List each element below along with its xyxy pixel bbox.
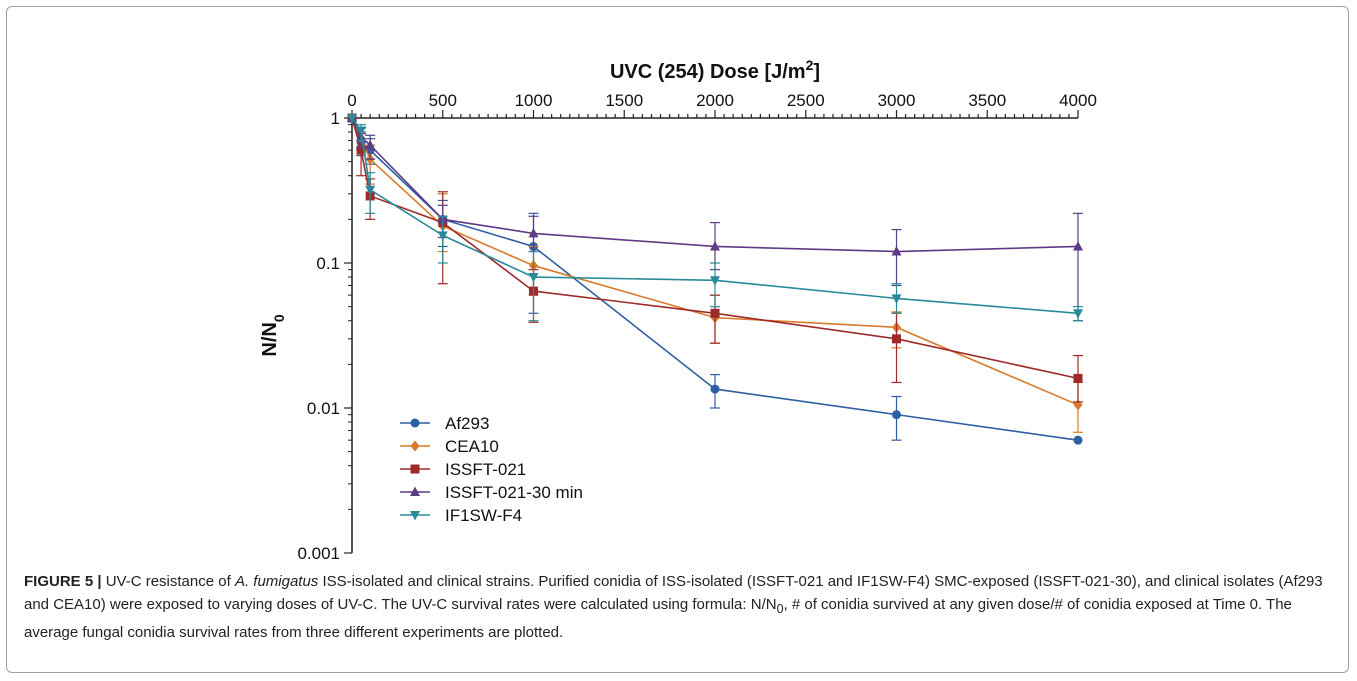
data-point	[1073, 240, 1083, 251]
legend-item: CEA10	[400, 437, 499, 456]
survival-chart: 0 500 1000 1500 2000 2500 3000 3500 4000 1 0.1 0.01…	[259, 57, 1097, 563]
data-point	[356, 126, 367, 136]
x-tick-label: 3500	[968, 91, 1006, 110]
caption-label: FIGURE 5 |	[24, 573, 102, 590]
data-point	[892, 410, 901, 420]
chart-axes: 0 500 1000 1500 2000 2500 3000 3500 4000 1 0.1 0.01…	[297, 91, 1096, 563]
caption-species: A. fumigatus	[234, 573, 319, 590]
caption-text-1: UV-C resistance of	[101, 573, 235, 590]
legend-label: Af293	[445, 414, 489, 433]
caption-text-3: , # of conidia survived at any given dos…	[24, 596, 1292, 641]
data-point	[1073, 309, 1083, 319]
data-point	[891, 294, 902, 304]
data-point	[892, 334, 901, 344]
legend-label: IF1SW-F4	[445, 506, 522, 525]
x-tick-label: 3000	[878, 91, 916, 110]
legend-marker	[410, 486, 420, 496]
legend-marker	[410, 464, 420, 474]
data-point	[437, 231, 448, 241]
legend-marker	[410, 511, 420, 521]
x-tick-label: 0	[347, 91, 356, 110]
data-point	[528, 227, 539, 238]
y-tick-label: 0.001	[297, 544, 340, 563]
data-point	[710, 276, 720, 286]
caption-text-2: ISS-isolated and clinical strains. Purif…	[24, 573, 1323, 613]
x-tick-label: 4000	[1059, 91, 1097, 110]
caption-subscript: 0	[776, 602, 784, 616]
figure-caption: FIGURE 5 | UV-C resistance of A. fumigat…	[24, 570, 1334, 644]
legend-item: Af293	[400, 414, 489, 433]
data-point	[1073, 435, 1083, 445]
x-tick-label: 2500	[787, 91, 825, 110]
data-point	[365, 185, 376, 196]
x-tick-label: 500	[429, 91, 457, 110]
data-point	[356, 145, 366, 155]
x-tick-label: 1000	[515, 91, 553, 110]
data-point	[347, 114, 357, 124]
y-tick-label: 1	[331, 109, 340, 128]
legend-label: ISSFT-021-30 min	[445, 483, 583, 502]
figure-frame	[6, 6, 1349, 673]
chart-legend: Af293 CEA10 ISSFT-021 ISSFT-021-30 min IF1SW…	[400, 414, 583, 525]
series-line	[351, 117, 1079, 315]
data-point	[365, 139, 376, 150]
legend-label: ISSFT-021	[445, 460, 526, 479]
legend-item: ISSFT-021	[400, 460, 526, 479]
legend-marker	[410, 440, 420, 452]
chart-series	[347, 112, 1083, 445]
y-tick-label: 0.1	[316, 254, 340, 273]
legend-marker	[410, 418, 420, 428]
legend-label: CEA10	[445, 437, 499, 456]
data-point	[528, 273, 539, 283]
data-point	[710, 384, 720, 394]
y-tick-label: 0.01	[307, 399, 340, 418]
data-point	[710, 240, 720, 251]
data-point	[1073, 373, 1083, 383]
legend-item: ISSFT-021-30 min	[400, 483, 583, 502]
legend-item: IF1SW-F4	[400, 506, 522, 525]
data-point	[710, 308, 720, 318]
y-axis-title: N/N0	[259, 314, 287, 356]
series-if1sw-f4	[347, 114, 1083, 322]
x-tick-label: 2000	[696, 91, 734, 110]
x-tick-label: 1500	[605, 91, 643, 110]
data-point	[891, 246, 902, 256]
x-axis-title: UVC (254) Dose [J/m2]	[610, 57, 820, 83]
